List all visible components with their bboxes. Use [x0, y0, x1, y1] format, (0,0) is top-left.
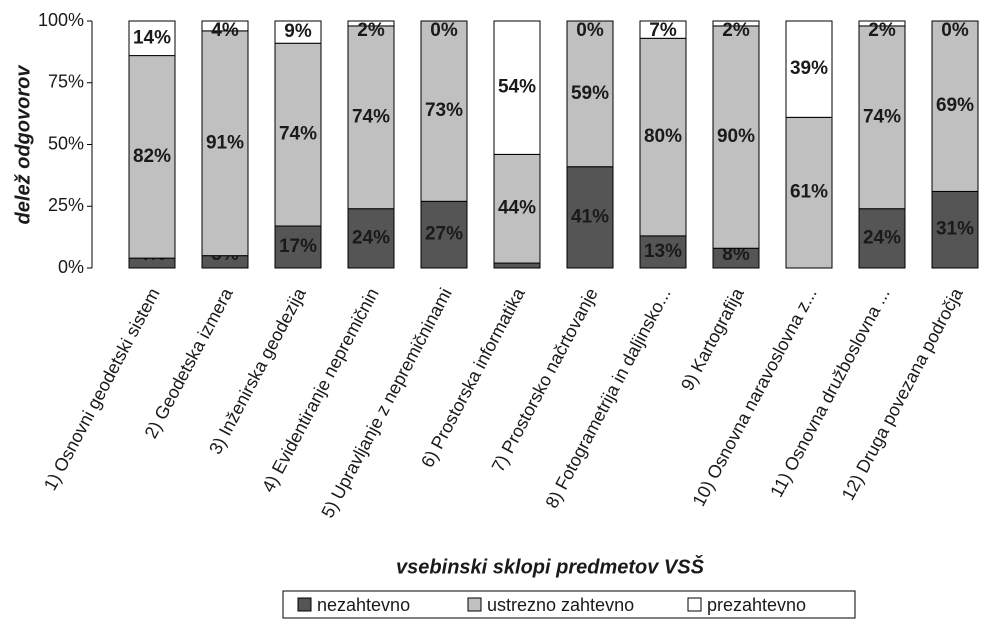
bar-segment — [128, 20, 176, 57]
bar-segment — [493, 153, 541, 264]
legend-label: ustrezno zahtevno — [487, 595, 634, 615]
legend-swatch — [297, 597, 312, 612]
bar-segment — [420, 20, 468, 202]
value-label: 82% — [133, 146, 171, 167]
value-label: 2% — [357, 20, 385, 41]
y-tick-label: 0% — [58, 257, 84, 277]
bar-segment — [201, 30, 249, 257]
bar-segment — [931, 20, 979, 192]
value-label: 8% — [722, 244, 750, 265]
x-tick-label: 12) Druga povezana področja — [838, 284, 967, 504]
value-label: 54% — [498, 77, 536, 98]
legend-label: nezahtevno — [317, 595, 410, 615]
bar-segment — [274, 42, 322, 227]
x-tick-label: 1) Osnovni geodetski sistem — [40, 285, 164, 494]
bar-segment — [931, 190, 979, 269]
value-label: 24% — [352, 227, 390, 248]
legend-box — [282, 590, 856, 619]
x-tick-label: 8) Fotogrametrija in daljinsko... — [542, 285, 675, 512]
legend-swatch — [687, 597, 702, 612]
value-label: 0% — [576, 20, 604, 41]
value-label: 74% — [352, 106, 390, 127]
value-label: 74% — [863, 106, 901, 127]
bar-segment — [201, 20, 249, 32]
bar-segment — [712, 20, 760, 27]
value-label: 2% — [722, 20, 750, 41]
y-tick-label: 50% — [48, 133, 84, 153]
bar-segment — [785, 20, 833, 118]
x-axis-title: vsebinski sklopi predmetov VSŠ — [396, 554, 705, 578]
value-label: 17% — [279, 236, 317, 257]
bar-segment — [347, 208, 395, 269]
value-label: 14% — [133, 27, 171, 48]
value-label: 13% — [644, 241, 682, 262]
y-tick-label: 25% — [48, 195, 84, 215]
value-label: 39% — [790, 58, 828, 79]
legend-swatch — [467, 597, 482, 612]
value-label: 9% — [284, 21, 312, 42]
value-label: 90% — [717, 126, 755, 147]
value-label: 0% — [430, 20, 458, 41]
value-label: 59% — [571, 83, 609, 104]
x-tick-label: 10) Osnovna naravoslovna z... — [688, 285, 820, 510]
value-label: 31% — [936, 219, 974, 240]
value-label: 7% — [649, 20, 677, 41]
bar-segment — [493, 20, 541, 155]
value-label: 80% — [644, 126, 682, 147]
y-axis-title: delež odgovorov — [12, 64, 34, 225]
value-label: 73% — [425, 100, 463, 121]
bar-segment — [639, 37, 687, 237]
value-label: 2% — [868, 20, 896, 41]
bar-segment — [347, 25, 395, 210]
x-tick-label: 9) Kartografija — [677, 284, 748, 394]
bar-segment — [566, 20, 614, 168]
value-label: 44% — [498, 198, 536, 219]
bar-segment — [420, 200, 468, 269]
bar-segment — [858, 20, 906, 27]
bar-segment — [566, 166, 614, 269]
y-tick-label: 100% — [38, 10, 84, 30]
value-label: 27% — [425, 224, 463, 245]
bar-segment — [858, 25, 906, 210]
bar-segment — [785, 116, 833, 269]
bar-segment — [639, 20, 687, 39]
x-tick-label: 5) Upravljanje z nepremičninami — [317, 285, 455, 521]
value-label: 0% — [941, 20, 969, 41]
bar-segment — [274, 225, 322, 269]
value-label: 24% — [863, 227, 901, 248]
bar-segment — [858, 208, 906, 269]
bar-segment — [274, 20, 322, 44]
value-label: 91% — [206, 132, 244, 153]
bar-segment — [347, 20, 395, 27]
y-tick-label: 75% — [48, 72, 84, 92]
value-label: 69% — [936, 95, 974, 116]
value-label: 74% — [279, 124, 317, 145]
legend-label: prezahtevno — [707, 595, 806, 615]
value-label: 41% — [571, 206, 609, 227]
value-label: 4% — [211, 20, 239, 41]
value-label: 61% — [790, 182, 828, 203]
